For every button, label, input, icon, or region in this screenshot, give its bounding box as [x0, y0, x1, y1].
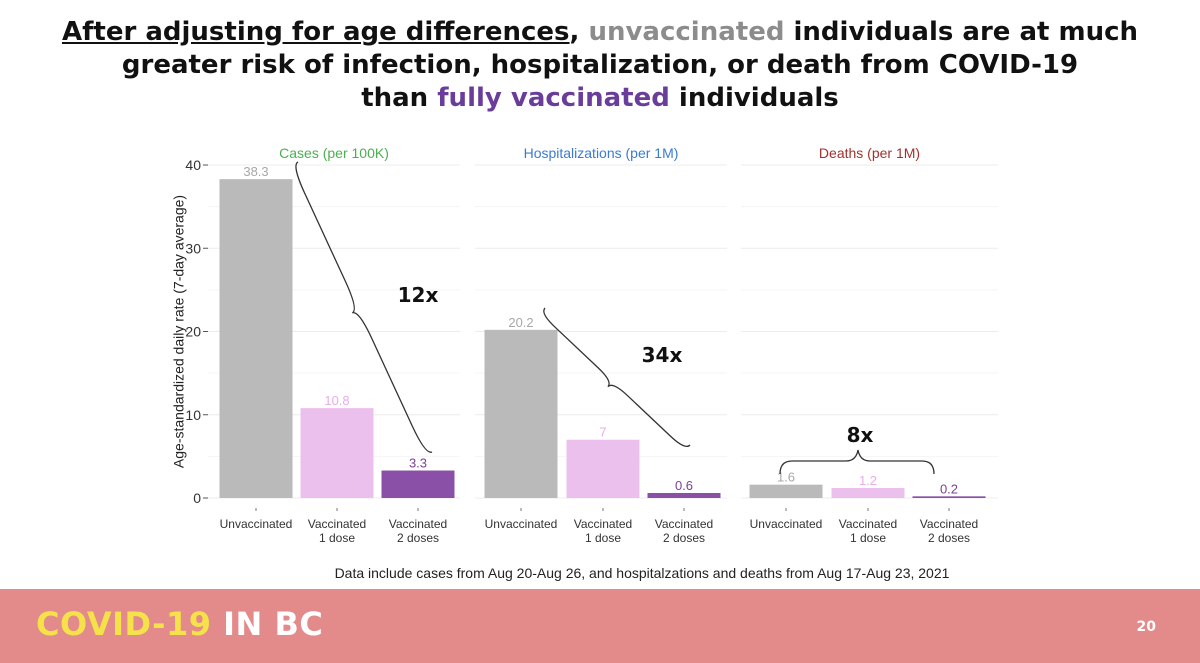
x-tick-label-panel1-2-line2: 1 dose [319, 531, 355, 545]
title-line1-rest: individuals are at much [784, 17, 1139, 47]
bar-panel2-1 [484, 329, 558, 498]
y-tick-label-10: 10 [185, 407, 201, 423]
bar-panel1-3 [381, 470, 455, 498]
data-note: Data include cases from Aug 20-Aug 26, a… [335, 565, 950, 581]
panel-title-2: Hospitalizations (per 1M) [524, 145, 679, 161]
x-tick-label-panel3-2-line1: Vaccinated [839, 517, 897, 531]
x-tick-label-panel2-2-line1: Vaccinated [574, 517, 632, 531]
x-tick-label-panel2-2-line2: 1 dose [585, 531, 621, 545]
x-tick-label-panel2-1-line1: Unvaccinated [485, 517, 558, 531]
bar-panel3-3 [912, 496, 986, 498]
panel-title-3: Deaths (per 1M) [819, 145, 920, 161]
x-tick-label-panel3-3-line1: Vaccinated [920, 517, 978, 531]
page-number: 20 [1136, 619, 1156, 635]
data-label-panel2-1: 20.2 [508, 315, 533, 330]
bar-chart: Age-standardized daily rate (7-day avera… [171, 145, 998, 581]
data-label-panel1-3: 3.3 [409, 456, 427, 471]
y-tick-label-0: 0 [193, 490, 201, 506]
title-fully-vaccinated: fully vaccinated [437, 83, 670, 113]
bar-panel2-3 [647, 493, 721, 498]
data-label-panel2-3: 0.6 [675, 478, 693, 493]
footer-banner: COVID-19 IN BC 20 [0, 589, 1200, 663]
bar-panel1-2 [300, 408, 374, 498]
x-tick-label-panel1-3-line2: 2 doses [397, 531, 439, 545]
title-underlined-phrase: After adjusting for age differences [61, 17, 570, 47]
bar-panel2-2 [566, 439, 640, 498]
brand-covid: COVID-19 [36, 605, 212, 643]
data-label-panel1-1: 38.3 [243, 164, 268, 179]
title-line3-pre: than [361, 83, 438, 113]
x-tick-label-panel2-3-line1: Vaccinated [655, 517, 713, 531]
brand-logo: COVID-19 IN BC [36, 605, 323, 643]
panel-title-1: Cases (per 100K) [279, 145, 389, 161]
y-tick-label-40: 40 [185, 157, 201, 173]
title-comma: , [569, 17, 580, 47]
brace-hospitalizations [543, 307, 691, 448]
y-tick-label-20: 20 [185, 324, 201, 340]
annotation-ratio-panel3: 8x [847, 423, 874, 447]
title-line-1: After adjusting for age differences, unv… [0, 16, 1200, 49]
slide-title: After adjusting for age differences, unv… [0, 16, 1200, 115]
x-tick-label-panel3-1-line1: Unvaccinated [750, 517, 823, 531]
x-tick-label-panel1-2-line1: Vaccinated [308, 517, 366, 531]
y-tick-label-30: 30 [185, 240, 201, 256]
title-line3-post: individuals [669, 83, 839, 113]
brand-in-bc: IN BC [211, 605, 324, 643]
y-axis-title: Age-standardized daily rate (7-day avera… [171, 195, 187, 468]
brace-deaths [779, 449, 935, 475]
title-line-2: greater risk of infection, hospitalizati… [121, 50, 1079, 80]
title-unvaccinated: unvaccinated [588, 17, 785, 47]
annotation-ratio-panel2: 34x [642, 343, 683, 367]
title-line-3: than fully vaccinated individuals [0, 82, 1200, 115]
data-label-panel3-3: 0.2 [940, 481, 958, 496]
x-tick-label-panel3-2-line2: 1 dose [850, 531, 886, 545]
bar-panel3-2 [831, 488, 905, 498]
bar-panel1-1 [219, 179, 293, 498]
x-tick-label-panel1-3-line1: Vaccinated [389, 517, 447, 531]
bar-panel3-1 [749, 484, 823, 498]
x-tick-label-panel3-3-line2: 2 doses [928, 531, 970, 545]
data-label-panel3-1: 1.6 [777, 470, 795, 485]
data-label-panel2-2: 7 [599, 425, 606, 440]
data-label-panel3-2: 1.2 [859, 473, 877, 488]
x-tick-label-panel2-3-line2: 2 doses [663, 531, 705, 545]
x-tick-label-panel1-1-line1: Unvaccinated [220, 517, 293, 531]
annotation-ratio-panel1: 12x [398, 283, 439, 307]
data-label-panel1-2: 10.8 [324, 393, 349, 408]
brace-cases [295, 161, 433, 453]
